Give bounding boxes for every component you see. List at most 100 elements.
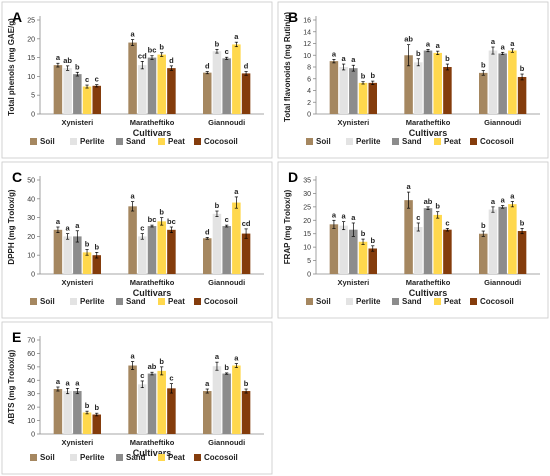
legend-label: Cocosoil (480, 137, 514, 146)
y-tick-label: 16 (303, 18, 311, 25)
significance-letter: b (94, 242, 99, 251)
legend-label: Sand (126, 297, 146, 306)
significance-letter: a (436, 41, 441, 50)
bar-peat-maratheftiko (157, 221, 166, 274)
x-tick-label: Xynisteri (61, 118, 93, 127)
bar-cocosoil-giannoudi (517, 231, 527, 274)
significance-letter: a (342, 54, 347, 63)
bar-peat-giannoudi (508, 204, 517, 274)
legend-label: Perlite (80, 297, 105, 306)
legend-label: Soil (316, 297, 331, 306)
bar-soil-xynisteri (53, 229, 63, 274)
significance-letter: a (426, 39, 431, 48)
bar-soil-xynisteri (53, 389, 63, 434)
legend-swatch (194, 138, 201, 145)
significance-letter: b (244, 379, 249, 388)
significance-letter: d (244, 62, 249, 71)
y-tick-label: 0 (31, 432, 35, 439)
significance-letter: d (205, 62, 210, 71)
bar-peat-xynisteri (358, 82, 368, 114)
x-axis-label: Cultivars (133, 448, 172, 458)
legend-label: Perlite (356, 297, 381, 306)
significance-letter: a (56, 377, 61, 386)
bar-perlite-xynisteri (339, 67, 348, 114)
x-tick-label: Giannoudi (208, 118, 245, 127)
significance-letter: b (361, 229, 366, 238)
bar-peat-xynisteri (358, 241, 368, 274)
legend-swatch (434, 298, 441, 305)
bar-soil-maratheftiko (128, 365, 137, 434)
legend-swatch (470, 298, 477, 305)
legend-swatch (158, 138, 165, 145)
bar-soil-xynisteri (53, 65, 63, 114)
bar-peat-xynisteri (82, 412, 92, 434)
legend-swatch (194, 298, 201, 305)
significance-letter: ab (63, 56, 72, 65)
bar-perlite-giannoudi (212, 51, 222, 114)
bar-cocosoil-giannoudi (241, 233, 251, 274)
bar-perlite-xynisteri (63, 391, 72, 434)
bar-sand-giannoudi (222, 58, 231, 114)
y-tick-label: 30 (27, 391, 35, 398)
x-tick-label: Xynisteri (61, 438, 93, 447)
significance-letter: ab (404, 35, 413, 44)
legend-swatch (158, 298, 165, 305)
bar-soil-maratheftiko (404, 55, 413, 114)
bar-peat-giannoudi (508, 50, 517, 114)
significance-letter: c (95, 75, 99, 84)
significance-letter: a (332, 49, 337, 58)
bar-soil-maratheftiko (128, 42, 137, 115)
significance-letter: b (361, 72, 366, 81)
panel-label: E (12, 329, 21, 345)
y-tick-label: 30 (27, 215, 35, 222)
significance-letter: a (510, 191, 515, 200)
bar-perlite-xynisteri (63, 68, 72, 114)
legend-swatch (30, 298, 37, 305)
significance-letter: b (215, 201, 220, 210)
significance-letter: bc (148, 46, 157, 55)
significance-letter: a (56, 53, 61, 62)
significance-letter: a (510, 39, 515, 48)
bar-perlite-maratheftiko (138, 236, 147, 274)
legend-label: Soil (40, 137, 55, 146)
legend-swatch (158, 454, 165, 461)
significance-letter: a (501, 196, 506, 205)
x-tick-label: Maratheftiko (406, 278, 451, 287)
bar-cocosoil-giannoudi (241, 73, 251, 114)
bar-cocosoil-maratheftiko (443, 229, 452, 274)
bar-perlite-giannoudi (212, 213, 222, 274)
significance-letter: a (75, 221, 80, 230)
x-axis-label: Cultivars (133, 288, 172, 298)
significance-letter: a (131, 351, 136, 360)
y-tick-label: 40 (27, 378, 35, 385)
significance-letter: a (131, 30, 136, 39)
bar-sand-xynisteri (349, 68, 358, 114)
y-tick-label: 0 (31, 272, 35, 279)
x-tick-label: Xynisteri (61, 278, 93, 287)
significance-letter: a (131, 192, 136, 201)
legend-label: Soil (40, 453, 55, 462)
legend-swatch (30, 138, 37, 145)
bar-sand-maratheftiko (147, 373, 157, 434)
x-tick-label: Giannoudi (484, 278, 521, 287)
y-tick-label: 30 (303, 191, 311, 198)
legend-swatch (116, 138, 123, 145)
legend-label: Perlite (356, 137, 381, 146)
y-tick-label: 40 (27, 196, 35, 203)
y-tick-label: 0 (307, 272, 311, 279)
legend-swatch (306, 138, 313, 145)
y-tick-label: 10 (303, 245, 311, 252)
y-tick-label: 2 (307, 100, 311, 107)
legend: Soil Perlite Sand Peat Cocosoil (30, 453, 238, 462)
bar-sand-xynisteri (73, 391, 82, 434)
x-tick-label: Giannoudi (208, 438, 245, 447)
x-tick-label: Giannoudi (484, 118, 521, 127)
x-tick-label: Xynisteri (337, 278, 369, 287)
legend-swatch (30, 454, 37, 461)
significance-letter: b (224, 363, 229, 372)
legend-label: Cocosoil (204, 137, 238, 146)
significance-letter: b (520, 218, 525, 227)
y-tick-label: 20 (27, 405, 35, 412)
significance-letter: cd (138, 51, 147, 60)
y-tick-label: 60 (27, 351, 35, 358)
